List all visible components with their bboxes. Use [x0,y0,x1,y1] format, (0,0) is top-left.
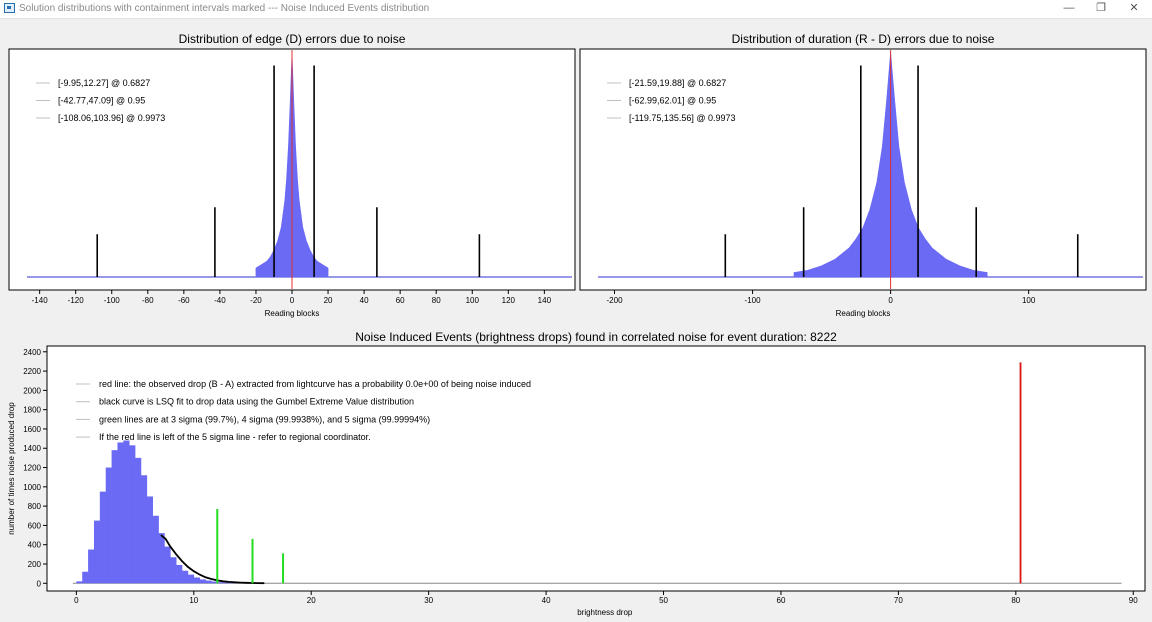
edge-xtick-label: -120 [68,296,85,305]
noise-events-histogram-bar [164,546,171,584]
edge-chart-title: Distribution of edge (D) errors due to n… [178,32,406,46]
noise-events-histogram-bar [76,581,83,584]
noise-events-histogram-bar [199,579,206,584]
duration-xtick-label: -200 [607,296,624,305]
noise-events-histogram-bar [187,574,195,584]
noise-events-ytick-label: 1000 [23,483,41,492]
restore-icon[interactable]: ❐ [1096,2,1106,14]
noise-events-histogram-bar [82,571,89,584]
edge-xtick-label: -60 [178,296,190,305]
edge-xtick-label: -20 [250,296,262,305]
noise-events-ytick-label: 1400 [23,444,41,453]
noise-events-legend-label: black curve is LSQ fit to drop data usin… [99,397,414,407]
noise-events-histogram-bar [140,475,148,584]
duration-legend-label: [-21.59,19.88] @ 0.6827 [629,78,726,88]
app-icon [4,3,15,13]
noise-events-histogram-bar [146,496,153,584]
noise-events-histogram-bar [211,581,218,584]
noise-events-histogram-bar [99,491,107,584]
noise-events-histogram-bar [170,557,177,584]
noise-events-histogram-bar [158,533,165,584]
noise-events-ytick-label: 800 [28,502,42,511]
noise-events-legend-label: red line: the observed drop (B - A) extr… [99,379,531,389]
noise-events-histogram-bar [152,515,159,584]
noise-events-xlabel: brightness drop [577,608,633,617]
edge-xtick-label: 120 [502,296,516,305]
duration-xtick-label: 100 [1022,296,1036,305]
noise-events-xtick-label: 60 [777,596,786,605]
noise-events-xtick-label: 0 [74,596,79,605]
noise-events-histogram-bar [182,570,189,584]
edge-xtick-label: -80 [142,296,154,305]
noise-events-histogram-bar [117,442,124,584]
noise-events-legend-label: green lines are at 3 sigma (99.7%), 4 si… [99,414,430,424]
noise-events-xtick-label: 90 [1129,596,1138,605]
noise-events-histogram-bar [135,457,142,584]
duration-xlabel: Reading blocks [836,309,891,318]
noise-events-ytick-label: 400 [28,541,42,550]
noise-events-xtick-label: 10 [189,596,198,605]
duration-legend-label: [-119.75,135.56] @ 0.9973 [629,113,736,123]
window-title: Solution distributions with containment … [19,3,430,14]
noise-events-ytick-label: 0 [37,579,42,588]
noise-events-histogram-bar [223,582,230,584]
noise-events-ytick-label: 2000 [23,386,41,395]
edge-xtick-label: 60 [396,296,405,305]
edge-legend-label: [-42.77,47.09] @ 0.95 [58,96,145,106]
duration-legend-label: [-62.99,62.01] @ 0.95 [629,96,716,106]
noise-events-ytick-label: 2400 [23,348,41,357]
noise-events-ytick-label: 600 [28,521,42,530]
edge-xtick-label: 80 [432,296,441,305]
noise-events-histogram-bar [129,445,136,584]
noise-events-ytick-label: 200 [28,560,42,569]
edge-legend-label: [-9.95,12.27] @ 0.6827 [58,78,150,88]
noise-events-histogram-bar [123,440,130,584]
noise-chart-title: Noise Induced Events (brightness drops) … [355,330,837,344]
noise-events-legend-label: If the red line is left of the 5 sigma l… [99,432,371,442]
noise-events-histogram-bar [105,467,112,584]
noise-events-histogram-bar [205,580,212,584]
noise-events-xtick-label: 20 [307,596,316,605]
close-icon[interactable]: ✕ [1129,2,1139,14]
noise-events-histogram-bar [217,582,224,584]
noise-events-xtick-label: 40 [542,596,551,605]
noise-events-histogram-bar [88,549,95,584]
duration-xtick-label: 0 [888,296,893,305]
noise-events-fit-curve [160,534,265,585]
noise-events-xtick-label: 80 [1011,596,1020,605]
noise-events-xtick-label: 70 [894,596,903,605]
duration-xtick-label: -100 [745,296,762,305]
noise-events-histogram-bar [176,564,183,584]
noise-events-xtick-label: 50 [659,596,668,605]
noise-events-histogram-bar [193,577,200,584]
noise-events-xtick-label: 30 [424,596,433,605]
minimize-icon[interactable]: — [1063,2,1075,14]
edge-xtick-label: 40 [360,296,369,305]
edge-xtick-label: 140 [538,296,552,305]
edge-xtick-label: -100 [104,296,121,305]
edge-xtick-label: 0 [290,296,295,305]
noise-events-plot-area [46,345,1146,592]
edge-xtick-label: 20 [324,296,333,305]
noise-events-histogram-bar [93,520,101,584]
noise-events-ytick-label: 1600 [23,425,41,434]
edge-xlabel: Reading blocks [265,309,320,318]
noise-events-ytick-label: 2200 [23,367,41,376]
noise-events-ytick-label: 1200 [23,464,41,473]
edge-xtick-label: -140 [32,296,49,305]
noise-events-histogram-bar [111,450,118,584]
noise-events-ylabel: number of times noise produced drop [7,402,16,535]
duration-chart-title: Distribution of duration (R - D) errors … [731,32,995,46]
edge-xtick-label: 100 [466,296,480,305]
edge-xtick-label: -40 [214,296,226,305]
noise-events-ytick-label: 1800 [23,406,41,415]
edge-legend-label: [-108.06,103.96] @ 0.9973 [58,113,165,123]
window-titlebar: Solution distributions with containment … [0,0,1152,19]
